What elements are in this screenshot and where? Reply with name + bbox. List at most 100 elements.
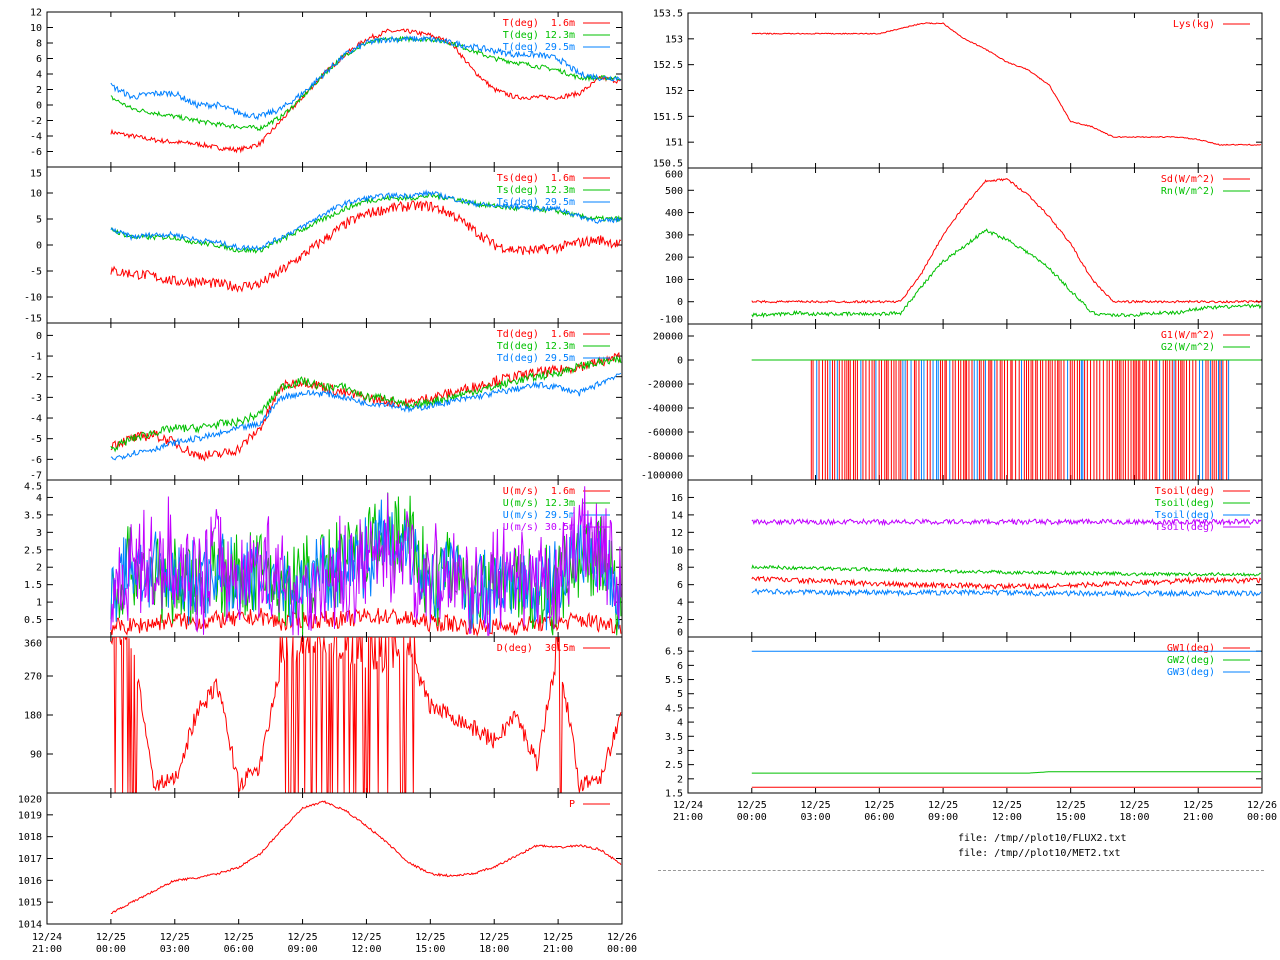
x-tick-time: 00:00 [1247,812,1277,823]
x-tick-time: 03:00 [801,812,831,823]
panel-5: 1020 1019 1018 1017 1016 1015 1014 P [18,792,623,931]
x-tick-time: 06:00 [224,944,254,955]
y-tick-label: 151.5 [653,112,683,123]
y-tick-label: 8 [36,39,42,50]
y-tick-label: 0 [36,331,42,342]
x-tick-date: 12/25 [479,932,509,943]
series-line-0 [751,22,1262,146]
file-label-met: file: /tmp//plot10/MET2.txt [958,848,1121,859]
y-tick-label: -60000 [647,428,683,439]
y-tick-label: -100000 [641,471,683,482]
series-line-3 [751,517,1262,527]
legend-label: Ts(deg) 1.6m [497,173,575,184]
series-line-0 [110,351,622,462]
y-tick-label: 153.5 [653,9,683,20]
x-tick-date: 12/25 [864,800,894,811]
y-tick-label: -15 [24,314,42,325]
y-tick-label: -3 [30,393,42,404]
y-tick-label: -5 [30,267,42,278]
y-tick-label: 0 [677,297,683,308]
x-tick-time: 21:00 [543,944,573,955]
y-tick-label: 4.5 [665,703,683,714]
series-line-0 [110,800,622,914]
y-tick-label: 0 [36,241,42,252]
y-tick-label: -6 [30,455,42,466]
legend-label: GW2(deg) [1167,655,1215,666]
legend-label: Tsoil(deg) [1155,510,1215,521]
y-tick-label: 151 [665,138,683,149]
x-tick-date: 12/25 [351,932,381,943]
y-tick-label: 600 [665,170,683,181]
y-tick-label: 4 [677,598,683,609]
y-tick-label: 10 [671,545,683,556]
y-tick-label: -80000 [647,452,683,463]
y-tick-label: 4 [677,718,683,729]
y-tick-label: -100 [659,315,683,326]
series-line-0 [110,637,622,793]
y-tick-label: 4.5 [24,482,42,493]
y-tick-label: 2 [36,85,42,96]
x-tick-date: 12/25 [160,932,190,943]
y-tick-label: -40000 [647,404,683,415]
y-tick-label: 200 [665,253,683,264]
y-tick-label: 5.5 [665,675,683,686]
y-tick-label: 1020 [18,795,42,806]
y-tick-label: -7 [30,471,42,482]
series-line-0 [110,200,622,293]
x-tick-date: 12/25 [992,800,1022,811]
legend-label: T(deg) 29.5m [503,42,575,53]
y-tick-label: 2.5 [665,760,683,771]
y-tick-label: 3 [36,528,42,539]
x-tick-time: 15:00 [1056,812,1086,823]
series-line-0 [751,178,1262,304]
series-line-2 [751,588,1262,598]
y-tick-label: 6 [36,54,42,65]
x-tick-time: 09:00 [928,812,958,823]
series-line-3 [110,486,622,636]
legend-label: Tsoil(deg) [1155,498,1215,509]
panel-4: 360 270 180 90 D(deg) 30.5m [24,636,623,794]
panel-10: 6.5 6 5.5 5 4.5 4 3.5 3 2.5 2 1.5 GW1(deg)GW2(deg)G… [665,636,1263,800]
panel-0: 12 10 8 6 4 2 0 -2 -4 -6 T(deg) 1.6mT(deg) 12.3mT(… [30,8,623,168]
y-tick-label: 5 [36,215,42,226]
legend-label: G1(W/m^2) [1161,330,1215,341]
legend-label: Lys(kg) [1173,19,1215,30]
y-tick-label: 12 [671,528,683,539]
divider-line [658,870,1264,871]
y-tick-label: 400 [665,208,683,219]
panel-7: 600 500 400 300 200 100 0 -100 Sd(W/m^2)Rn(W/m^2… [659,167,1263,326]
y-tick-label: -6 [30,147,42,158]
y-tick-label: 1017 [18,854,42,865]
y-tick-label: -20000 [647,380,683,391]
y-tick-label: 0 [677,628,683,639]
y-tick-label: 1015 [18,898,42,909]
y-tick-label: 1019 [18,810,42,821]
legend-label: Td(deg) 12.3m [497,341,575,352]
y-tick-label: -10 [24,293,42,304]
y-tick-label: 0.5 [24,615,42,626]
y-tick-label: 1 [36,598,42,609]
y-tick-label: -1 [30,352,42,363]
y-tick-label: 270 [24,672,42,683]
y-tick-label: 16 [671,493,683,504]
legend-label: Tsoil(deg) [1155,522,1215,533]
x-tick-date: 12/25 [1056,800,1086,811]
x-tick-date: 12/26 [607,932,637,943]
series-line-2 [110,34,622,121]
x-tick-time: 00:00 [96,944,126,955]
y-tick-label: 0 [677,356,683,367]
x-tick-time: 21:00 [1183,812,1213,823]
y-tick-label: 20000 [653,332,683,343]
y-tick-label: 1.5 [24,580,42,591]
legend-label: Tsoil(deg) [1155,486,1215,497]
legend-label: Rn(W/m^2) [1161,186,1215,197]
y-tick-label: -4 [30,414,42,425]
legend-label: P [569,799,575,810]
y-tick-label: 2 [36,563,42,574]
legend-label: Td(deg) 29.5m [497,353,575,364]
y-tick-label: 2 [677,774,683,785]
series-line-2 [110,372,622,461]
file-label-flux: file: /tmp//plot10/FLUX2.txt [958,833,1127,844]
